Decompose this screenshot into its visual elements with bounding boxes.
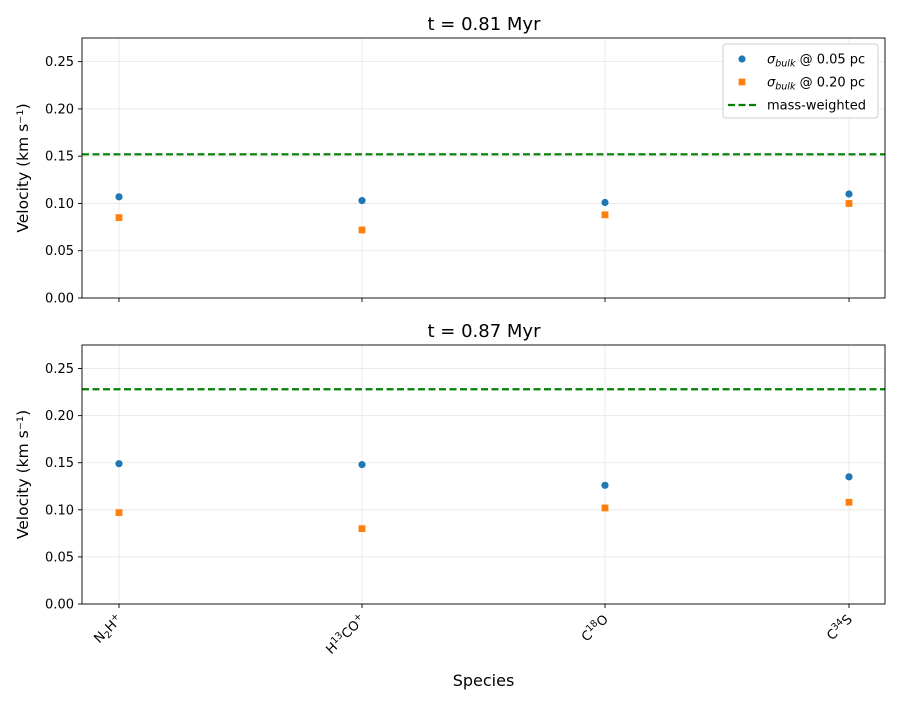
panel-2: 0.00 0.05 0.10 0.15 0.20 0.25 t = 0.87 Myr Velo… — [14, 321, 886, 690]
data-point-circle — [601, 198, 609, 207]
legend-box — [722, 43, 879, 119]
y-tick-label: 0.25 — [45, 362, 74, 377]
data-point-square — [358, 226, 366, 234]
data-point-circle — [845, 190, 853, 198]
data-point-circle — [115, 193, 123, 201]
data-point-circle — [601, 481, 609, 489]
x-tick-label: C34S — [823, 611, 856, 644]
x-tick-label: N2H+ — [90, 611, 127, 648]
data-point-circle — [845, 473, 853, 481]
legend-label: σbulk @ 0.05 pc — [767, 53, 865, 70]
axes-frame — [81, 344, 886, 605]
data-point-circle — [358, 197, 366, 205]
panel-1: 0.00 0.05 0.10 0.15 0.20 0.25 t = 0.81 Myr Velo… — [14, 14, 886, 307]
data-point-square — [845, 200, 853, 207]
axes-frame — [81, 37, 886, 299]
y-tick-label: 0.20 — [45, 102, 74, 117]
data-point-square — [601, 504, 609, 512]
y-axis-label: Velocity (km s⁻¹) — [14, 103, 32, 232]
data-point-square — [358, 525, 366, 533]
y-tick-label: 0.00 — [45, 598, 74, 613]
y-tick-label: 0.15 — [45, 456, 74, 471]
y-tick-label: 0.10 — [45, 197, 74, 212]
data-point-square — [115, 214, 123, 222]
y-tick-label: 0.15 — [45, 150, 74, 165]
legend: σbulk @ 0.05 pc σbulk @ 0.20 pc mass-weigh… — [722, 43, 879, 119]
data-point-square — [601, 211, 609, 219]
y-tick-label: 0.05 — [45, 550, 74, 565]
legend-label: σbulk @ 0.20 pc — [767, 76, 865, 93]
data-point-square — [845, 498, 853, 506]
y-tick-label: 0.05 — [45, 244, 74, 259]
panel-title: t = 0.87 Myr — [428, 321, 542, 342]
data-point-square — [115, 509, 123, 517]
y-axis-label: Velocity (km s⁻¹) — [14, 410, 32, 539]
data-point-circle — [115, 460, 123, 468]
x-tick-label: H13CO+ — [322, 611, 369, 658]
legend-label: mass-weighted — [767, 99, 866, 114]
y-tick-label: 0.20 — [45, 409, 74, 424]
panel-title: t = 0.81 Myr — [428, 14, 542, 35]
x-axis-label: Species — [453, 671, 515, 690]
y-tick-label: 0.25 — [45, 55, 74, 70]
y-tick-label: 0.00 — [45, 292, 74, 307]
legend-marker-square — [738, 78, 746, 86]
x-tick-label: C18O — [578, 611, 612, 645]
y-tick-label: 0.10 — [45, 503, 74, 518]
legend-marker-circle — [738, 55, 746, 63]
data-point-circle — [358, 461, 366, 469]
